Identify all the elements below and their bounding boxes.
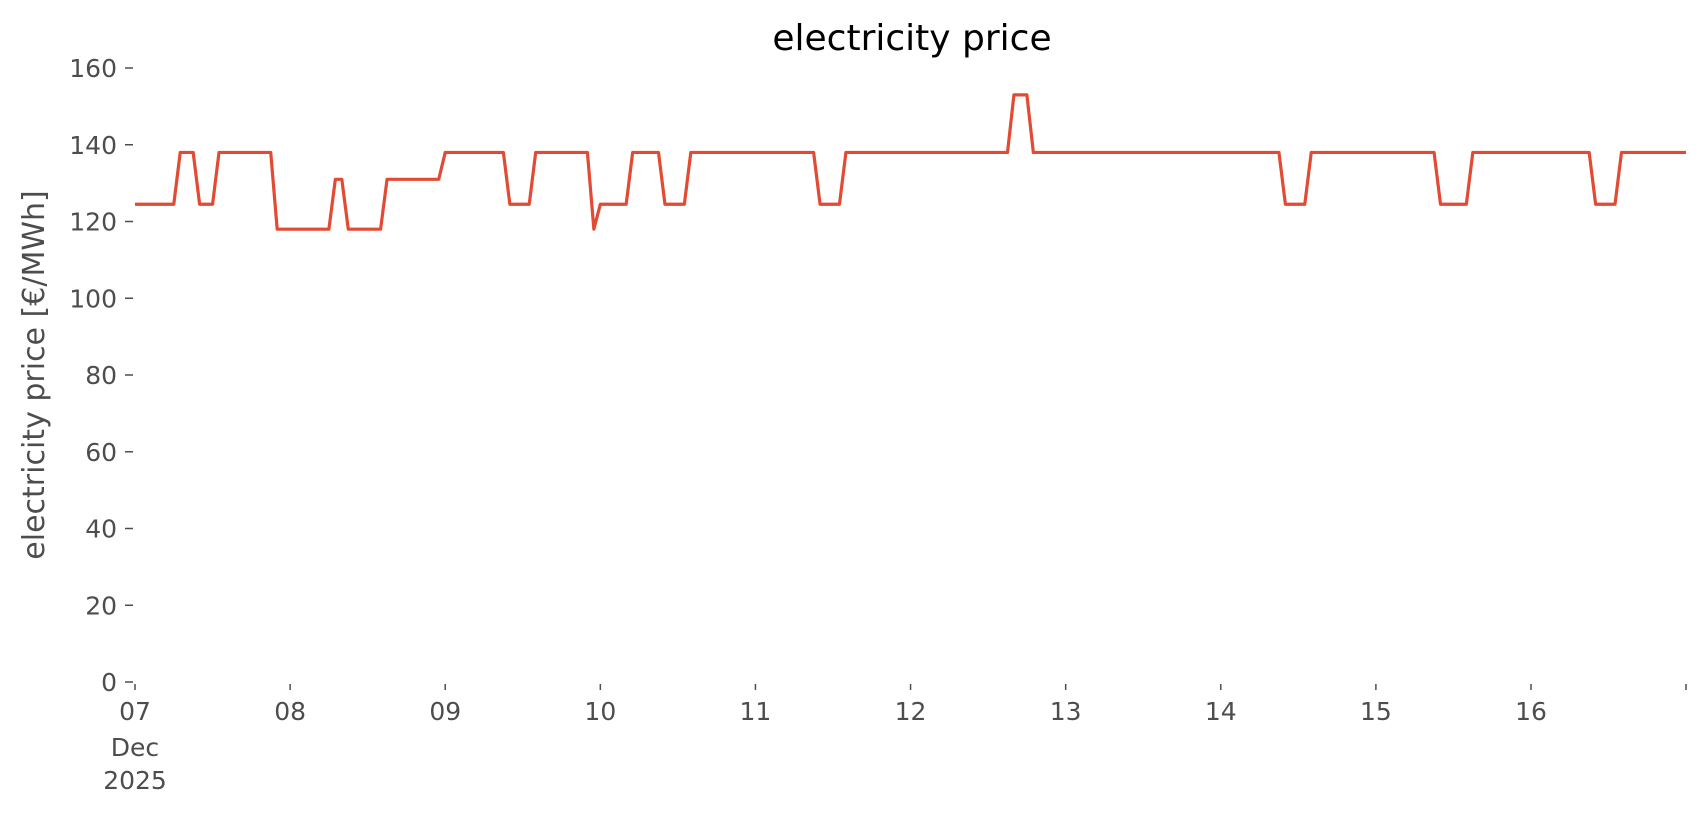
y-tick-label: 140 xyxy=(69,131,117,160)
y-axis-title: electricity price [€/MWh] xyxy=(17,190,52,559)
x-tick-label: 11 xyxy=(740,697,772,726)
x-tick-label: 10 xyxy=(584,697,616,726)
plot-area xyxy=(135,93,1686,231)
x-tick-label: 16 xyxy=(1515,697,1547,726)
x-tick-label: 15 xyxy=(1360,697,1392,726)
x-tick-sublabel: 2025 xyxy=(103,766,167,795)
y-tick-label: 80 xyxy=(85,361,117,390)
y-tick-label: 0 xyxy=(101,668,117,697)
y-tick-label: 20 xyxy=(85,591,117,620)
x-tick-label: 13 xyxy=(1050,697,1082,726)
y-tick-label: 120 xyxy=(69,208,117,237)
x-tick-label: 07 xyxy=(119,697,151,726)
chart-title: electricity price xyxy=(772,18,1051,59)
x-axis: 07 Dec 2025 08 09 10 11 12 13 14 15 16 xyxy=(103,684,1687,795)
x-tick-label: 08 xyxy=(274,697,306,726)
x-tick-sublabel: Dec xyxy=(111,733,159,762)
y-axis: 0 20 40 60 80 100 120 140 160 xyxy=(69,54,133,697)
y-tick-label: 40 xyxy=(85,515,117,544)
x-tick-label: 12 xyxy=(895,697,927,726)
y-tick-label: 60 xyxy=(85,438,117,467)
x-tick-label: 09 xyxy=(429,697,461,726)
x-tick-label: 14 xyxy=(1205,697,1237,726)
y-tick-label: 160 xyxy=(69,54,117,83)
y-tick-label: 100 xyxy=(69,284,117,313)
series-line xyxy=(135,93,1686,231)
